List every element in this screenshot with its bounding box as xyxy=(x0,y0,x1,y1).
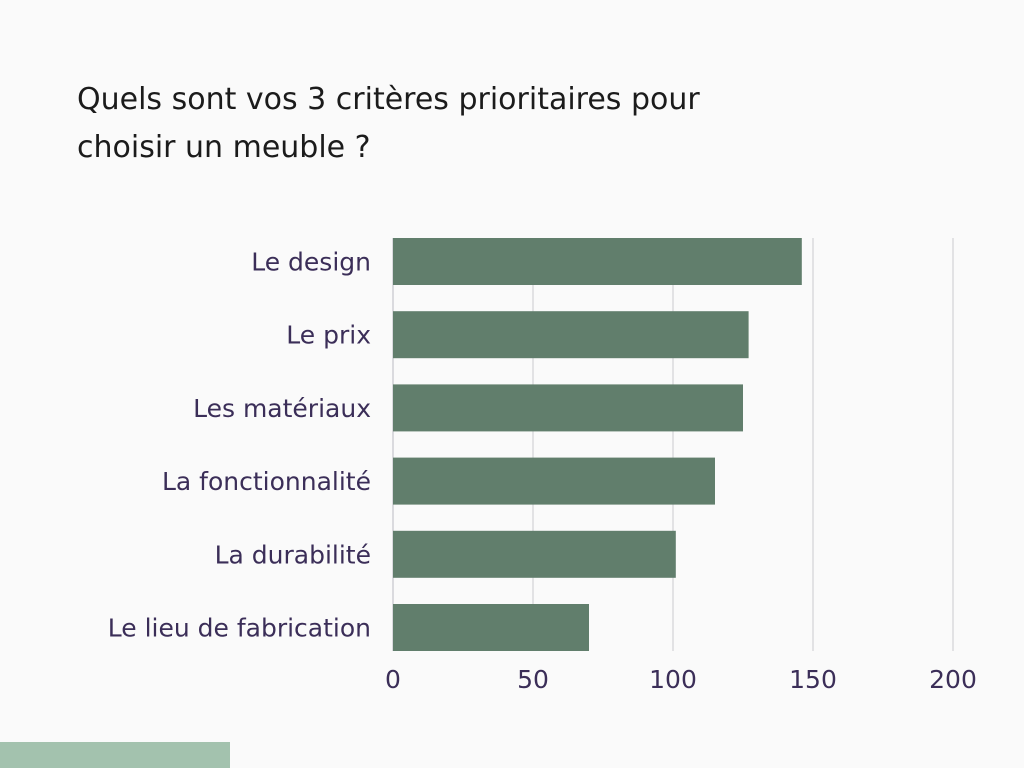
x-tick-label: 50 xyxy=(517,665,549,694)
bar-3 xyxy=(393,384,743,432)
footer-accent-strip xyxy=(0,742,230,768)
x-tick-label: 200 xyxy=(929,665,977,694)
category-label: Le design xyxy=(251,248,371,277)
category-label: Le lieu de fabrication xyxy=(108,614,371,643)
x-tick-label: 100 xyxy=(649,665,697,694)
bar-2 xyxy=(393,311,749,359)
category-label: La fonctionnalité xyxy=(162,467,371,496)
category-label: Les matériaux xyxy=(193,394,371,423)
bar-4 xyxy=(393,457,715,505)
x-tick-label: 150 xyxy=(789,665,837,694)
bar-5 xyxy=(393,530,676,578)
x-tick-label: 0 xyxy=(385,665,401,694)
category-label: La durabilité xyxy=(215,540,371,569)
category-label: Le prix xyxy=(286,321,371,350)
bar-6 xyxy=(393,604,589,651)
bar-1 xyxy=(393,238,802,285)
chart-title: Quels sont vos 3 critères prioritaires p… xyxy=(77,82,700,165)
